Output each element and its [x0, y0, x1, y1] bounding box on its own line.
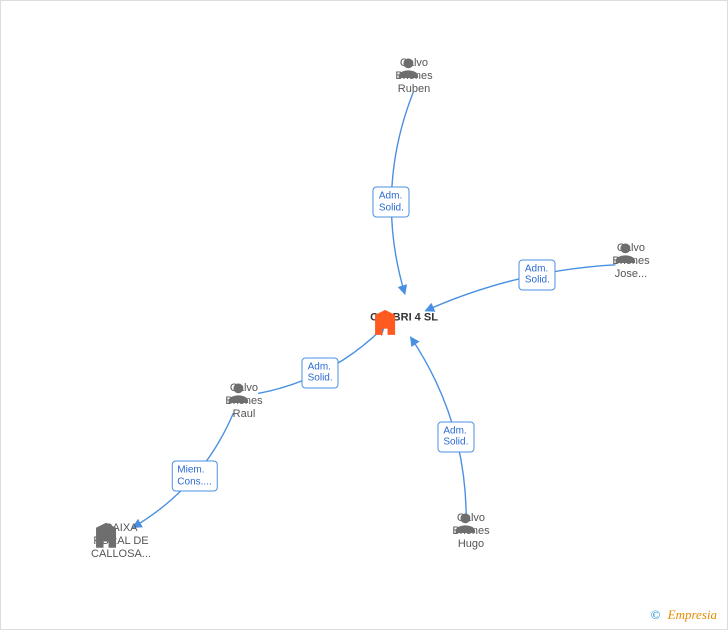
person-icon	[225, 380, 251, 406]
edge-label: Adm. Solid.	[302, 357, 339, 388]
node-center[interactable]: CALBRI 4 SL	[370, 307, 438, 324]
node-caixa[interactable]: CAIXA RURAL DE CALLOSA...	[91, 520, 151, 562]
edge-label: Miem. Cons....	[171, 461, 217, 492]
person-icon	[395, 55, 421, 81]
node-hugo[interactable]: Calvo Briones Hugo	[452, 510, 489, 552]
copyright-symbol: ©	[651, 607, 661, 622]
building-icon	[370, 307, 400, 337]
watermark-text: Empresia	[668, 607, 717, 622]
node-jose[interactable]: Calvo Briones Jose...	[612, 240, 649, 282]
edge-label: Adm. Solid.	[437, 421, 474, 452]
person-icon	[452, 510, 478, 536]
person-icon	[612, 240, 638, 266]
edge-label: Adm. Solid.	[373, 187, 410, 218]
building-icon	[91, 520, 121, 550]
edge-label: Adm. Solid.	[519, 259, 556, 290]
watermark: © Empresia	[651, 607, 717, 623]
node-ruben[interactable]: Calvo Briones Ruben	[395, 55, 432, 97]
node-raul[interactable]: Calvo Briones Raul	[225, 380, 262, 422]
